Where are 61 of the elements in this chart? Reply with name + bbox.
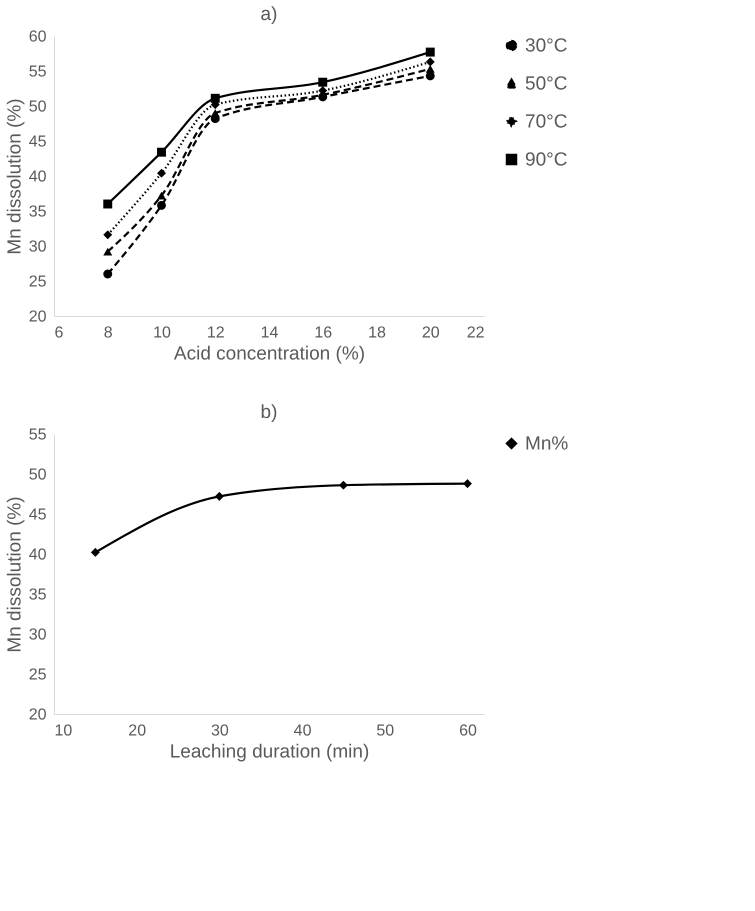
x-tick-label: 10 [54, 722, 72, 740]
point [338, 480, 348, 490]
point [103, 200, 112, 208]
y-tick-label: 20 [28, 706, 47, 724]
x-tick-label: 40 [294, 722, 312, 740]
legend-label: 50°C [525, 74, 568, 94]
y-tick-label: 25 [28, 274, 47, 290]
point [157, 168, 166, 178]
x-tick-label: 16 [314, 324, 332, 342]
x-tick-label: 8 [104, 324, 113, 342]
y-tick-label: 40 [28, 168, 47, 186]
y-tick-label: 60 [28, 28, 47, 46]
point [90, 548, 100, 557]
x-tick-label: 12 [206, 324, 225, 342]
point [426, 57, 435, 66]
y-tick-label: 30 [28, 238, 47, 256]
y-tick-label: 50 [28, 98, 47, 116]
point [103, 230, 112, 240]
point [103, 248, 112, 256]
point [157, 148, 166, 157]
x-tick-label: 14 [260, 324, 278, 342]
y-tick-label: 55 [28, 64, 47, 80]
x-tick-label: 50 [376, 722, 394, 740]
y-tick-label: 35 [28, 204, 47, 220]
x-tick-label: 6 [54, 324, 64, 342]
y-tick-label: 45 [28, 134, 47, 150]
y-tick-label: 50 [28, 466, 47, 484]
y-tick-label: 35 [28, 586, 47, 604]
point [462, 479, 472, 488]
point [103, 270, 112, 278]
legend-label: 70°C [525, 112, 568, 132]
y-tick-label: 45 [28, 506, 47, 524]
y-axis-title: Mn dissolution (%) [4, 496, 26, 653]
y-tick-label: 30 [28, 626, 47, 644]
y-axis-title: Mn dissolution (%) [4, 98, 26, 255]
x-tick-label: 20 [422, 324, 440, 342]
point [210, 109, 220, 117]
x-tick-label: 20 [128, 722, 146, 740]
y-tick-label: 25 [28, 666, 47, 684]
x-axis-title: Acid concentration (%) [174, 344, 366, 364]
x-tick-label: 30 [210, 722, 229, 740]
x-tick-label: 22 [466, 324, 485, 342]
x-tick-label: 18 [368, 324, 386, 342]
x-axis-title: Leaching duration (min) [170, 742, 370, 762]
y-tick-label: 20 [28, 308, 47, 326]
point [426, 65, 435, 73]
point [157, 192, 166, 200]
point [318, 78, 328, 87]
x-tick-label: 60 [459, 722, 477, 740]
chart-title: a) [260, 4, 278, 25]
legend-label: Mn% [525, 434, 568, 454]
x-tick-label: 10 [153, 324, 171, 342]
legend-label: 30°C [525, 36, 568, 56]
y-tick-label: 55 [28, 426, 47, 444]
point [214, 492, 224, 501]
point [426, 48, 435, 57]
point [210, 94, 220, 103]
point [157, 200, 166, 210]
y-tick-label: 40 [28, 546, 47, 564]
legend-label: 90°C [525, 150, 568, 170]
chart-title: b) [260, 402, 278, 423]
